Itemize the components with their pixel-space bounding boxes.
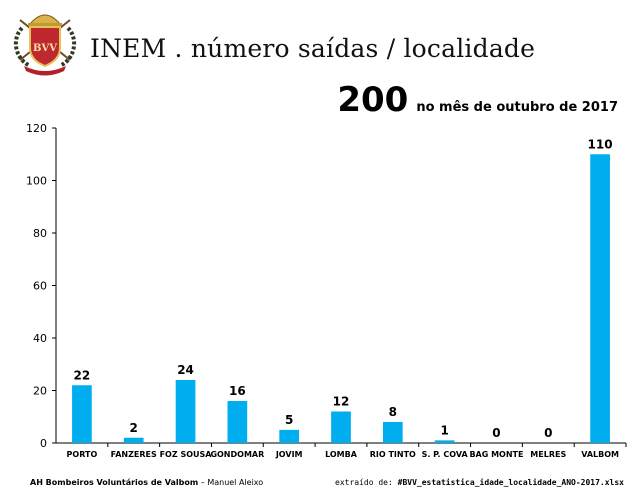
y-tick-label: 60 bbox=[33, 280, 47, 293]
x-tick-label: VALBOM bbox=[581, 450, 619, 459]
footer-author: Manuel Aleixo bbox=[207, 478, 264, 487]
x-tick-label: BAG MONTE bbox=[469, 450, 523, 459]
bar bbox=[123, 437, 144, 443]
data-label: 12 bbox=[333, 395, 350, 409]
y-tick-label: 120 bbox=[26, 122, 47, 135]
y-axis: 0 20 40 60 80 100 120 bbox=[26, 122, 57, 450]
data-label: 1 bbox=[440, 423, 448, 437]
wreath-right bbox=[58, 26, 77, 68]
data-label: 24 bbox=[177, 363, 194, 377]
x-tick-label: FOZ SOUSA bbox=[160, 450, 213, 459]
bar bbox=[279, 429, 300, 443]
bar bbox=[434, 440, 455, 443]
y-tick-label: 20 bbox=[33, 385, 47, 398]
footer-credits: AH Bombeiros Voluntários de Valbom – Man… bbox=[30, 478, 263, 487]
total-value: 200 bbox=[337, 80, 409, 120]
bar bbox=[227, 401, 248, 443]
data-label: 22 bbox=[74, 368, 91, 382]
x-tick-label: PORTO bbox=[67, 450, 98, 459]
y-tick-label: 0 bbox=[40, 437, 47, 450]
data-label: 0 bbox=[544, 426, 552, 440]
total-label: no mês de outubro de 2017 bbox=[416, 100, 618, 115]
x-tick-label: FANZERES bbox=[111, 450, 157, 459]
bvv-logo: BVV bbox=[13, 14, 77, 76]
bar bbox=[175, 380, 196, 443]
data-label: 2 bbox=[130, 421, 138, 435]
ribbon bbox=[24, 66, 66, 76]
total-summary: 200 no mês de outubro de 2017 bbox=[337, 80, 618, 120]
footer-org: AH Bombeiros Voluntários de Valbom bbox=[30, 478, 199, 487]
x-tick-label: LOMBA bbox=[325, 450, 358, 459]
bar bbox=[331, 411, 351, 443]
page-title: INEM . número saídas / localidade bbox=[90, 34, 536, 63]
x-tick-label: RIO TINTO bbox=[370, 450, 416, 459]
data-label: 16 bbox=[229, 384, 246, 398]
y-tick-label: 100 bbox=[26, 175, 47, 188]
logo-letters: BVV bbox=[33, 43, 57, 54]
x-tick-label: S. P. COVA bbox=[422, 450, 469, 459]
footer-source-file: #BVV_estatistica_idade_localidade_ANO-20… bbox=[397, 478, 624, 487]
x-tick-label: GONDOMAR bbox=[210, 450, 264, 459]
shield bbox=[29, 26, 61, 68]
data-label: 8 bbox=[389, 405, 397, 419]
bar bbox=[382, 422, 403, 443]
footer-separator: – bbox=[198, 478, 208, 487]
data-label: 5 bbox=[285, 413, 293, 427]
x-tick-label: MELRES bbox=[530, 450, 566, 459]
bar bbox=[590, 154, 610, 443]
wreath-left bbox=[13, 26, 32, 68]
y-tick-label: 80 bbox=[33, 227, 47, 240]
footer-source-prefix: extraído de: bbox=[335, 478, 398, 487]
footer-source: extraído de: #BVV_estatistica_idade_loca… bbox=[335, 478, 624, 487]
data-label: 0 bbox=[492, 426, 500, 440]
data-label: 110 bbox=[588, 137, 613, 151]
y-tick-label: 40 bbox=[33, 332, 47, 345]
x-tick-label: JOVIM bbox=[275, 450, 303, 459]
bar bbox=[72, 385, 92, 443]
